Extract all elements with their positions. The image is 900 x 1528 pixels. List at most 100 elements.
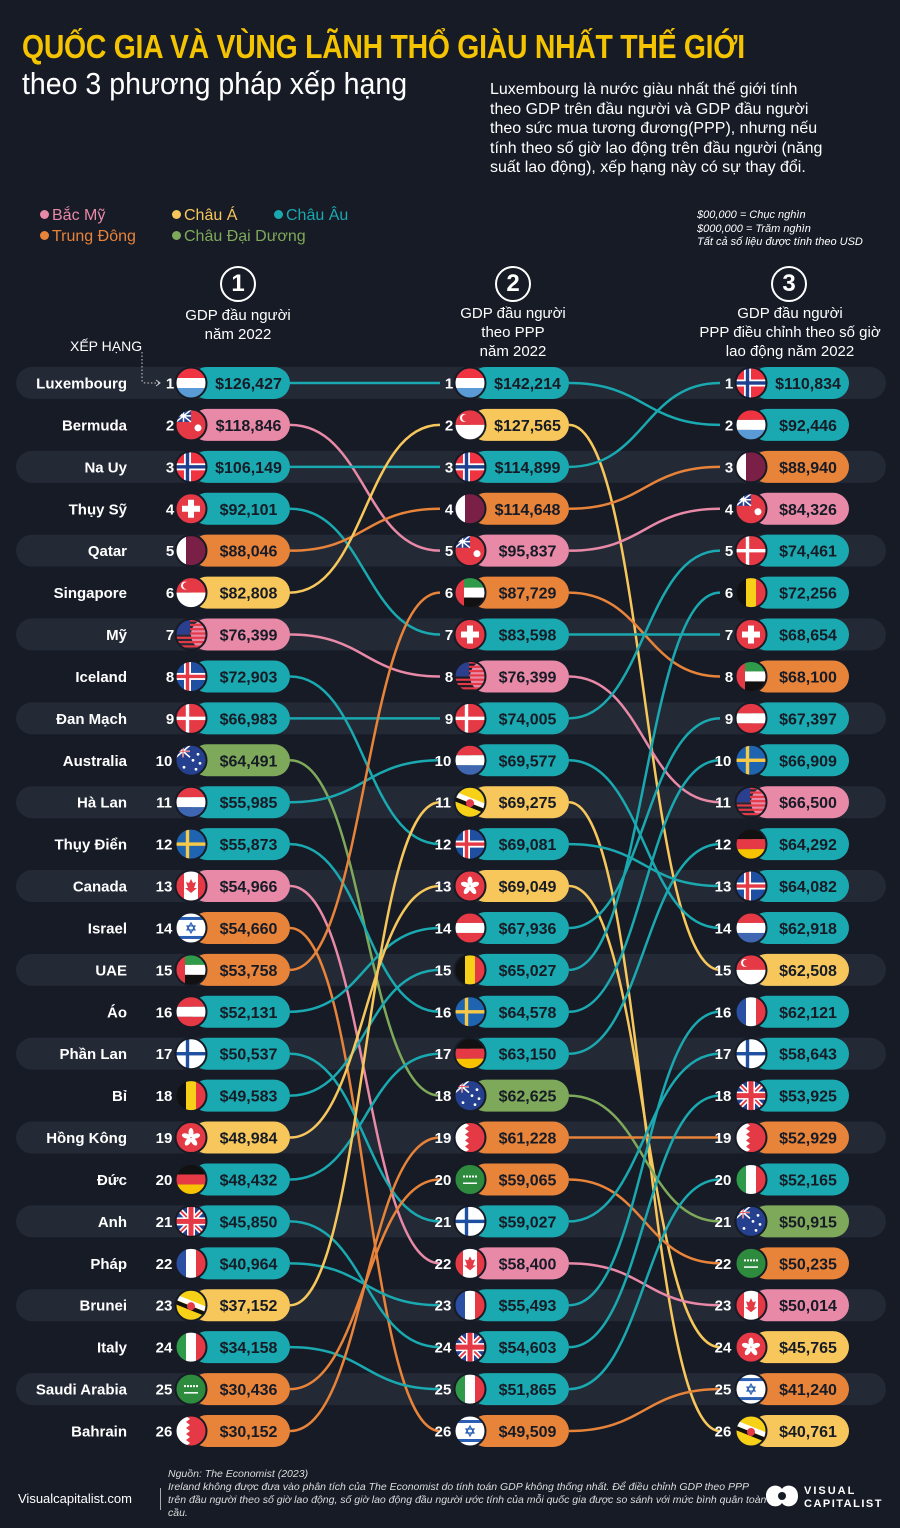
connector-se [568,759,721,1014]
value-pill [191,870,290,903]
ranking-entry-de: 17 $63,150 [435,1037,569,1071]
gdp-value: $61,228 [499,1131,557,1148]
header-line: lao động năm 2022 [725,343,855,360]
connector-bm [289,423,441,552]
country-name: Bỉ [112,1088,127,1105]
connector-us [568,675,721,804]
gdp-value: $54,603 [499,1340,557,1357]
rank-number: 4 [445,501,454,518]
connector-sg [568,423,721,972]
rank-number: 11 [435,795,451,812]
gdp-value: $74,461 [779,544,837,561]
rank-number: 4 [166,501,175,518]
rank-number: 16 [715,1004,732,1021]
rank-number: 15 [156,962,173,979]
gdp-value: $76,399 [499,669,557,686]
flag-dk-icon [176,703,206,734]
flag-lu-icon [176,368,206,398]
header-line: PPP điều chỉnh theo số giờ [699,324,881,341]
gdp-value: $50,915 [779,1214,837,1231]
value-pill [191,1121,290,1154]
flag-sg-icon [736,954,766,985]
value-pill [191,492,290,525]
ranking-entry-fi: 21 $59,027 [435,1204,569,1238]
value-pill [470,1373,569,1406]
value-pill [470,534,569,567]
flag-bh-icon [176,1416,206,1446]
rank-number: 20 [435,1172,452,1189]
gdp-value: $52,165 [779,1172,837,1189]
rank-number: 8 [166,669,174,686]
gdp-value: $84,326 [779,502,837,519]
ranking-entry-hk: 13 $69,049 [435,869,569,903]
country-name: Pháp [90,1256,127,1273]
flag-ca-icon [455,1248,485,1279]
gdp-value: $62,625 [499,1089,557,1106]
ranking-entry-gb: 18 $53,925 [715,1079,849,1113]
flag-fr-icon [736,996,766,1027]
value-pill [470,492,569,525]
gdp-value: $55,873 [220,837,278,854]
country-name: Đức [97,1172,127,1189]
footer-source: Nguồn: The Economist (2023) [168,1468,309,1480]
description: Luxembourg là nước giàu nhất thế giới tí… [490,80,890,178]
gdp-value: $142,214 [494,376,561,393]
ranking-entry-ae: 8 $68,100 [725,659,849,693]
country-name: Mỹ [106,627,127,644]
value-pill [751,1205,849,1238]
connector-sg [289,423,441,594]
footer-site[interactable]: Visualcapitalist.com [18,1491,132,1506]
flag-fi-icon [455,1206,485,1237]
flag-at-icon [455,912,485,943]
ranking-entry-fi: Phần Lan 17 $50,537 [59,1037,290,1071]
gdp-value: $127,565 [494,418,561,435]
flag-ca-icon [736,1290,766,1321]
country-name: Hà Lan [77,795,127,812]
gdp-value: $40,964 [220,1256,278,1273]
rank-number: 21 [715,1214,732,1231]
flag-it-icon [176,1332,206,1363]
gdp-value: $83,598 [499,628,557,645]
rank-number: 13 [156,879,173,896]
rank-number: 17 [715,1046,732,1063]
flag-hk-icon [736,1332,766,1363]
country-name: Thụy Sỹ [69,501,128,518]
ranking-entry-bh: Bahrain 26 $30,152 [71,1414,290,1448]
gdp-value: $95,837 [499,544,557,561]
value-pill [470,702,569,735]
value-pill [751,744,849,777]
value-pill [751,576,849,609]
connector-at [289,926,441,1014]
connector-il [289,926,441,1433]
rank-number: 18 [156,1088,173,1105]
gdp-value: $62,918 [779,921,837,938]
rank-number: 3 [445,459,453,476]
flag-se-icon [736,745,766,776]
rank-number: 2 [166,417,174,434]
value-pill [751,870,849,903]
value-pill [470,576,569,609]
ranking-entry-ch: 7 $83,598 [445,618,569,652]
flag-bn-icon [176,1290,206,1321]
gdp-value: $87,729 [499,586,557,603]
country-name: Hồng Kông [46,1130,127,1147]
connector-lines [289,381,721,1433]
connector-ca [289,884,441,1265]
flag-qa-icon [176,535,206,566]
ranking-entry-nl: Hà Lan 11 $55,985 [77,785,290,819]
ranking-entry-nl: 14 $62,918 [715,911,849,945]
connector-ae [289,591,441,972]
footer-divider [160,1488,161,1510]
legend-item-asia: Châu Á [172,207,237,225]
flag-fr-icon [176,1248,206,1279]
rank-number: 25 [435,1382,452,1399]
rank-number: 11 [715,795,731,812]
ranking-entry-lu: 1 $142,214 [445,366,569,400]
gdp-value: $69,081 [499,837,557,854]
gdp-value: $74,005 [499,711,557,728]
ranking-entry-se: 10 $66,909 [715,743,849,777]
value-pill [470,1121,569,1154]
note-line: $00,000 = Chục nghìn [697,209,806,221]
gdp-value: $51,865 [499,1382,557,1399]
column-header-3: GDP đầu người PPP điều chỉnh theo số giờ… [672,304,900,361]
